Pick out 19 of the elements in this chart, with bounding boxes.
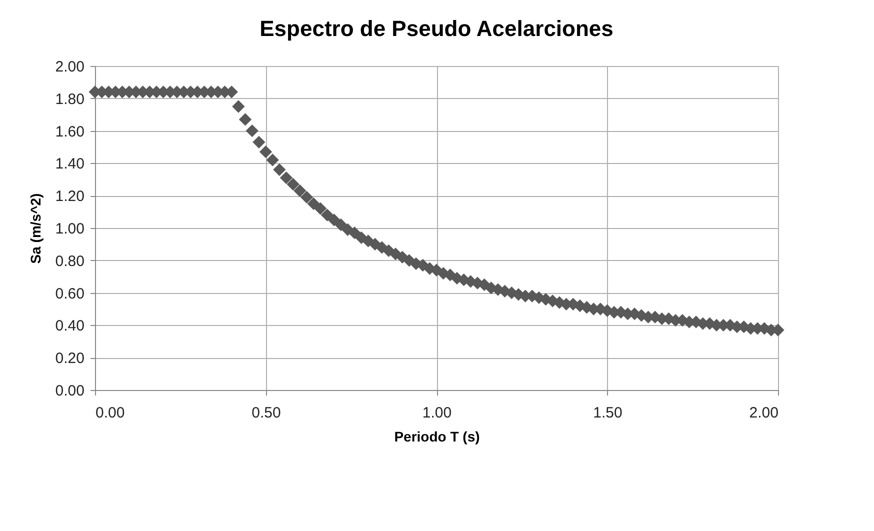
y-tick-label: 0.80 <box>55 252 84 270</box>
x-axis-title: Periodo T (s) <box>394 428 480 444</box>
y-tick-label: 2.00 <box>55 58 84 76</box>
x-tick-label: 2.00 <box>749 404 778 422</box>
x-tick-label: 1.00 <box>422 404 452 422</box>
y-tick-label: 1.00 <box>55 220 84 238</box>
chart-title: Espectro de Pseudo Acelarciones <box>260 16 614 41</box>
y-tick-label: 1.80 <box>55 90 84 108</box>
y-tick-label: 0.60 <box>55 285 84 302</box>
y-axis-title: Sa (m/s^2) <box>27 193 44 264</box>
y-tick-label: 1.60 <box>55 123 84 140</box>
y-tick-label: 0.20 <box>55 350 84 368</box>
x-tick-label: 1.50 <box>593 404 622 422</box>
y-tick-label: 1.20 <box>55 188 84 206</box>
x-tick-label: 0.00 <box>96 404 125 422</box>
y-tick-label: 0.40 <box>55 318 84 335</box>
x-tick-label: 0.50 <box>252 404 281 422</box>
y-tick-label: 1.40 <box>55 156 84 173</box>
y-tick-label: 0.00 <box>55 382 84 400</box>
